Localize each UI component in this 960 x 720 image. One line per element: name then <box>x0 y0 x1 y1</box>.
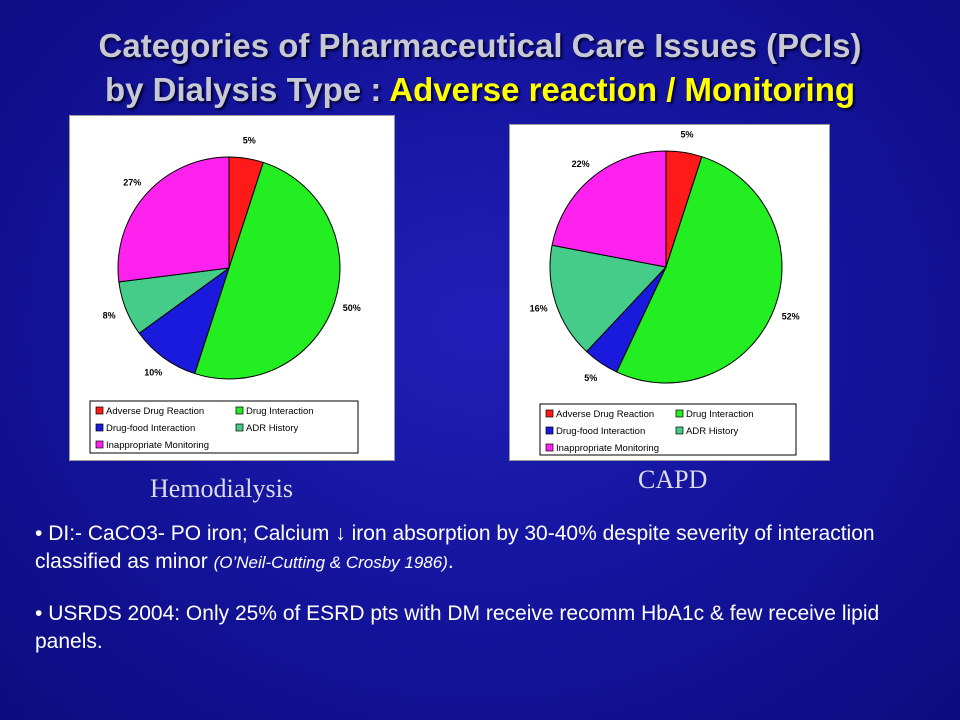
legend-swatch-drug-interaction <box>235 406 244 415</box>
pie-label-inappropriate-monitoring: 27% <box>123 178 141 188</box>
legend-label-inappropriate-monitoring: Inappropriate Monitoring <box>106 440 209 451</box>
bullet-1-citation: (O’Neil-Cutting & Crosby 1986) <box>213 553 448 572</box>
pie-label-drug-food-interaction: 5% <box>584 373 597 383</box>
hemodialysis-pie-svg: 5% 50% 10% 8% 27% Adverse Drug Reaction Drug I… <box>89 136 361 454</box>
bullet-1-text-b: iron absorption by 30-40% despite severi… <box>35 522 875 573</box>
pie-label-adverse-drug-reaction: 5% <box>243 136 256 146</box>
legend-label-drug-food-interaction: Drug-food Interaction <box>556 426 645 437</box>
legend-label-adr-history: ADR History <box>686 426 739 437</box>
legend-label-adr-history: ADR History <box>246 423 299 434</box>
pie-label-adverse-drug-reaction: 5% <box>680 130 693 140</box>
legend-box <box>539 403 797 456</box>
bullet-mark: • <box>35 602 43 625</box>
capd-pie-svg: 5% 52% 5% 16% 22% Adverse Drug Reaction Drug I… <box>530 130 800 456</box>
legend-label-drug-food-interaction: Drug-food Interaction <box>106 423 195 434</box>
bullet-drug-interaction: • DI:- CaCO3- PO iron; Calcium ↓ iron ab… <box>35 520 935 577</box>
legend-swatch-drug-food-interaction <box>95 423 104 432</box>
legend-swatch-drug-food-interaction <box>545 426 554 435</box>
legend-swatch-inappropriate-monitoring <box>545 443 554 452</box>
legend-swatch-inappropriate-monitoring <box>95 440 104 449</box>
legend-label-drug-interaction: Drug Interaction <box>686 409 754 420</box>
bullet-mark: • <box>35 522 43 545</box>
title-line-2-prefix: by Dialysis Type : <box>104 71 390 108</box>
pie-label-drug-interaction: 52% <box>782 311 800 321</box>
pie-slice-inappropriate-monitoring <box>551 150 667 268</box>
pie-label-inappropriate-monitoring: 22% <box>572 159 590 169</box>
legend-label-adverse-drug-reaction: Adverse Drug Reaction <box>556 409 654 420</box>
down-arrow-icon: ↓ <box>335 522 346 545</box>
pie-slice-drug-interaction <box>194 161 341 380</box>
legend-swatch-adverse-drug-reaction <box>95 406 104 415</box>
bullet-2-text: USRDS 2004: Only 25% of ESRD pts with DM… <box>35 602 880 653</box>
pie-slice-inappropriate-monitoring <box>117 156 230 283</box>
bullet-usrds: • USRDS 2004: Only 25% of ESRD pts with … <box>35 600 935 656</box>
pie-slice-drug-interaction <box>615 156 783 384</box>
legend-label-inappropriate-monitoring: Inappropriate Monitoring <box>556 443 659 454</box>
capd-caption: CAPD <box>638 465 708 494</box>
hemodialysis-chart: 5% 50% 10% 8% 27% Adverse Drug Reaction Drug I… <box>69 115 395 461</box>
hemodialysis-caption: Hemodialysis <box>150 474 293 503</box>
pie-label-adr-history: 8% <box>103 311 116 321</box>
bullet-1-end: . <box>447 550 454 573</box>
title-line-1: Categories of Pharmaceutical Care Issues… <box>98 27 862 64</box>
pie-label-adr-history: 16% <box>530 303 548 313</box>
legend-swatch-adr-history <box>235 423 244 432</box>
legend-swatch-adverse-drug-reaction <box>545 409 554 418</box>
title-line-2: by Dialysis Type : Adverse reaction / Mo… <box>0 68 960 112</box>
legend-label-adverse-drug-reaction: Adverse Drug Reaction <box>106 406 204 417</box>
title-highlight: Adverse reaction / Monitoring <box>389 71 856 108</box>
legend-label-drug-interaction: Drug Interaction <box>246 406 314 417</box>
legend-swatch-drug-interaction <box>675 409 684 418</box>
bullet-1-text-a: DI:- CaCO3- PO iron; Calcium <box>48 522 336 545</box>
pie-label-drug-food-interaction: 10% <box>144 367 162 377</box>
pie-slice-adr-history <box>549 244 667 353</box>
legend-swatch-adr-history <box>675 426 684 435</box>
capd-chart: 5% 52% 5% 16% 22% Adverse Drug Reaction Drug I… <box>509 124 830 461</box>
pie-label-drug-interaction: 50% <box>343 303 361 313</box>
legend-box <box>89 400 359 454</box>
slide-title: Categories of Pharmaceutical Care Issues… <box>0 24 960 112</box>
